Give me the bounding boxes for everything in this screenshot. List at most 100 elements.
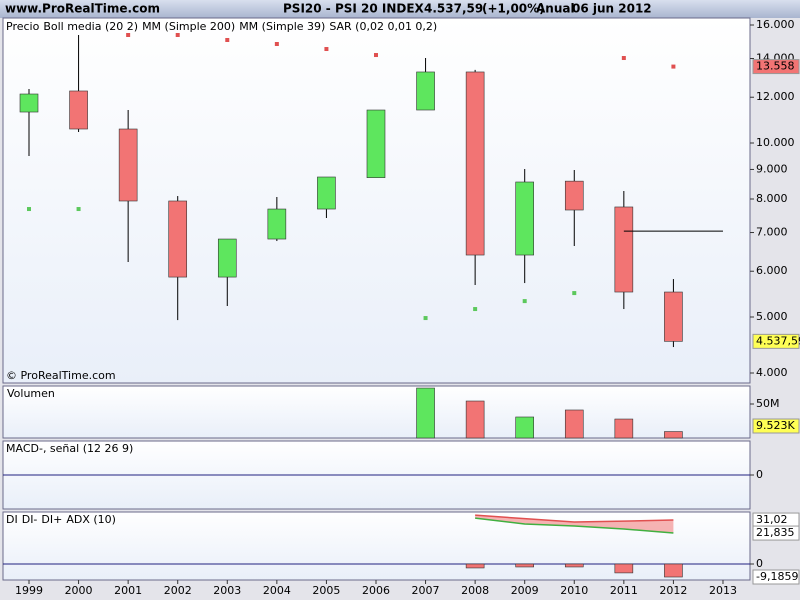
legend-entry: SAR (0,02 0,01 0,2) <box>329 20 437 33</box>
y-tick-label: 6.000 <box>756 264 788 277</box>
x-tick-label: 2002 <box>164 584 192 597</box>
y-tick-label: 12.000 <box>756 90 795 103</box>
sar-point <box>671 64 676 69</box>
x-tick-label: 2008 <box>461 584 489 597</box>
candle-body <box>217 238 237 278</box>
sar-point <box>324 47 329 52</box>
site: www.ProRealTime.com <box>5 2 160 16</box>
x-tick-label: 2007 <box>412 584 440 597</box>
sar-point <box>76 207 81 212</box>
header-bar <box>0 0 800 18</box>
x-tick-label: 2006 <box>362 584 390 597</box>
x-tick-label: 2010 <box>560 584 588 597</box>
volume-bar <box>614 418 634 439</box>
sar-point <box>274 42 279 47</box>
candle-body <box>317 176 336 210</box>
legend-entry: MM (Simple 200) <box>142 20 235 33</box>
x-tick-label: 2005 <box>312 584 340 597</box>
sar-point <box>175 32 180 37</box>
candle-body <box>416 71 435 111</box>
legend-entry: Precio <box>6 20 40 33</box>
value-label: -9,1859 <box>756 570 798 583</box>
sar-point <box>621 56 626 61</box>
y-tick-label: 4.000 <box>756 366 788 379</box>
value-label-box <box>752 59 800 75</box>
candle-body <box>564 180 584 211</box>
di-bar <box>465 563 485 569</box>
instrument: PSI20 - PSI 20 INDEX <box>283 2 425 16</box>
candle-body <box>614 206 634 293</box>
value-label: 31,02 <box>756 513 788 526</box>
x-tick-label: 2011 <box>610 584 638 597</box>
sar-point <box>473 307 478 312</box>
watermark: © ProRealTime.com <box>6 369 116 382</box>
value-label-box <box>752 525 800 541</box>
value-label: 4.537,59 <box>756 334 800 347</box>
sar-point <box>572 291 577 296</box>
x-tick-label: 2004 <box>263 584 291 597</box>
volume-bar <box>564 409 584 439</box>
candle-body <box>366 109 386 178</box>
di-bar <box>664 563 683 578</box>
candle-body <box>664 291 683 342</box>
price-panel <box>2 17 751 384</box>
y-tick-label: 0 <box>756 557 763 570</box>
value-label-box <box>752 569 800 585</box>
y-tick-label: 9.000 <box>756 162 788 175</box>
sar-point <box>423 316 428 321</box>
period: Anual <box>536 2 575 16</box>
sar-point <box>373 53 378 58</box>
legend-entry: DI+ <box>41 513 62 526</box>
y-tick-label: 5.000 <box>756 310 788 323</box>
date: 06 jun 2012 <box>572 2 652 16</box>
volume-bar <box>465 400 485 439</box>
x-tick-label: 2012 <box>659 584 687 597</box>
candle-body <box>267 208 287 240</box>
di-bar <box>614 563 634 574</box>
di-line <box>475 514 674 523</box>
sar-point <box>522 299 527 304</box>
x-tick-label: 2001 <box>114 584 142 597</box>
x-tick-label: 1999 <box>15 584 43 597</box>
candle-body <box>118 128 138 202</box>
di-line <box>475 517 674 534</box>
volume-bar <box>664 431 683 439</box>
y-tick-label: 8.000 <box>756 192 788 205</box>
candle-body <box>69 90 88 130</box>
legend-entry: ADX (10) <box>66 513 116 526</box>
y-tick-label: 16.000 <box>756 18 795 31</box>
legend-entry: Boll media (20 2) <box>43 20 138 33</box>
legend-entry: DI- <box>22 513 38 526</box>
price: 4.537,59 <box>424 2 483 16</box>
di-bar <box>515 563 535 568</box>
candle-body <box>19 93 39 113</box>
candle-body <box>168 200 188 278</box>
candle-body <box>515 181 535 256</box>
value-label-box <box>752 418 800 434</box>
x-tick-label: 2009 <box>511 584 539 597</box>
value-label: 9.523K <box>756 419 795 432</box>
legend-entry: DI <box>6 513 18 526</box>
x-tick-label: 2000 <box>65 584 93 597</box>
legend-entry: MM (Simple 39) <box>239 20 325 33</box>
y-tick-label: 50M <box>756 397 780 410</box>
y-tick-label: 10.000 <box>756 136 795 149</box>
value-label: 13.558 <box>756 60 795 73</box>
change: (+1,00%) <box>482 2 545 16</box>
volume-bar <box>416 387 435 439</box>
y-tick-label: 0 <box>756 468 763 481</box>
sar-point <box>27 207 31 212</box>
panel-title: Volumen <box>7 387 55 400</box>
x-tick-label: 2013 <box>709 584 737 597</box>
x-tick-label: 2003 <box>213 584 241 597</box>
sar-point <box>126 32 131 37</box>
volume-panel <box>2 385 751 439</box>
candle-body <box>465 71 485 256</box>
sar-point <box>225 37 230 42</box>
y-tick-label: 7.000 <box>756 226 788 239</box>
value-label: 21,835 <box>756 526 795 539</box>
volume-bar <box>515 416 535 439</box>
value-label-box <box>752 333 800 349</box>
